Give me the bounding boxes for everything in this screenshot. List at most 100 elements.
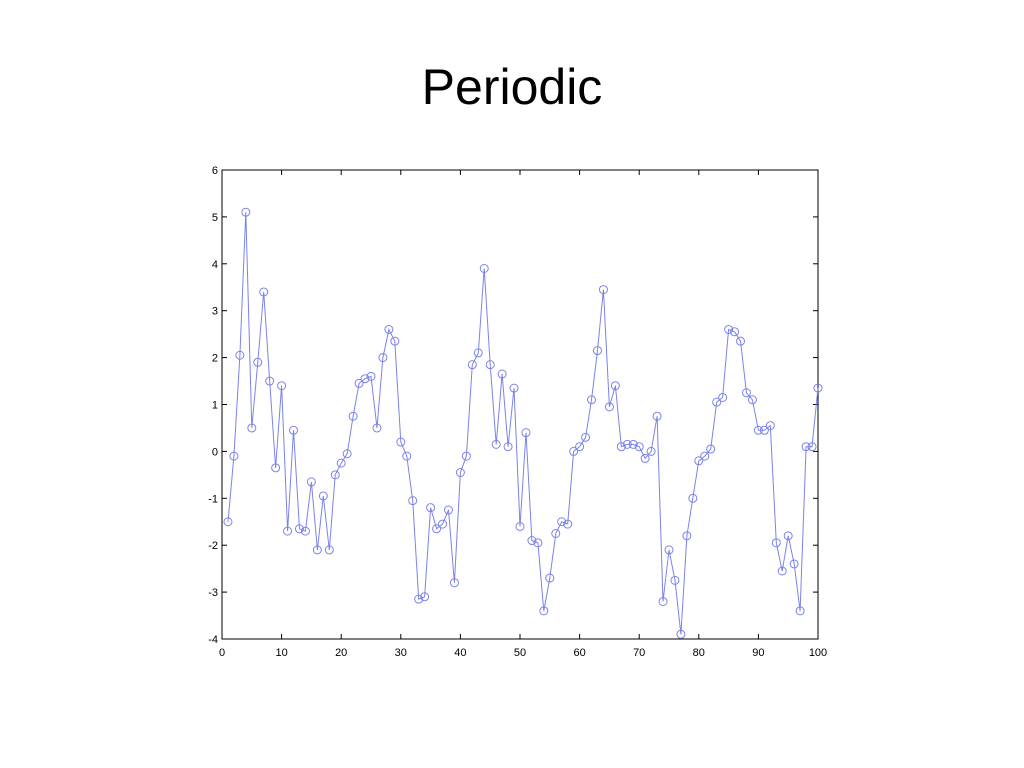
x-tick-label: 100 — [809, 647, 827, 659]
data-point — [712, 397, 722, 407]
data-point — [575, 442, 585, 452]
x-tick-label: 50 — [514, 647, 526, 659]
data-point — [730, 327, 740, 337]
data-point — [390, 336, 400, 346]
data-point — [676, 629, 686, 639]
data-point — [229, 451, 239, 461]
data-point — [247, 423, 257, 433]
series-group — [223, 207, 823, 639]
data-point — [473, 348, 483, 358]
x-tick-label: 80 — [693, 647, 705, 659]
data-point — [414, 594, 424, 604]
data-point — [616, 442, 626, 452]
data-point — [527, 536, 537, 546]
data-point — [592, 346, 602, 356]
plot-area — [221, 169, 819, 640]
data-point — [283, 526, 293, 536]
data-point — [581, 432, 591, 442]
y-tick-label: -2 — [208, 540, 218, 552]
data-point — [670, 575, 680, 585]
data-point — [753, 425, 763, 435]
data-point — [652, 411, 662, 421]
y-tick-label: 3 — [212, 306, 218, 318]
data-point — [443, 505, 453, 515]
data-point — [271, 463, 281, 473]
data-point — [563, 519, 573, 529]
y-tick-label: 6 — [212, 165, 218, 177]
data-point — [396, 437, 406, 447]
data-point — [265, 376, 275, 386]
data-point — [795, 606, 805, 616]
y-tick-label: -1 — [208, 493, 218, 505]
data-point — [306, 477, 316, 487]
data-point — [551, 528, 561, 538]
x-tick-label: 20 — [335, 647, 347, 659]
data-point — [807, 442, 817, 452]
data-point — [241, 207, 251, 217]
y-tick-label: -4 — [208, 634, 218, 646]
data-point — [598, 285, 608, 295]
data-point — [569, 446, 579, 456]
data-point — [741, 388, 751, 398]
data-point — [449, 578, 459, 588]
data-point — [509, 383, 519, 393]
data-point — [360, 374, 370, 384]
data-point — [408, 496, 418, 506]
data-point — [646, 446, 656, 456]
data-point — [765, 421, 775, 431]
x-tick-label: 60 — [573, 647, 585, 659]
data-point — [700, 451, 710, 461]
data-point — [545, 573, 555, 583]
data-point — [318, 491, 328, 501]
data-point — [372, 423, 382, 433]
data-point — [253, 357, 263, 367]
x-tick-label: 90 — [752, 647, 764, 659]
data-point — [336, 458, 346, 468]
data-point — [718, 392, 728, 402]
data-point — [479, 263, 489, 273]
data-point — [604, 402, 614, 412]
data-point — [294, 524, 304, 534]
data-point — [491, 439, 501, 449]
slide-title: Periodic — [421, 59, 603, 115]
data-point — [503, 442, 513, 452]
data-point — [521, 428, 531, 438]
axes: 0 10 20 30 40 50 60 70 80 90 100 -4 -3 -2 -1 0 1 2 3 4 5 6 — [208, 165, 827, 659]
data-point — [789, 559, 799, 569]
data-point — [402, 451, 412, 461]
data-point — [235, 350, 245, 360]
data-point — [539, 606, 549, 616]
data-point — [736, 336, 746, 346]
data-point — [289, 425, 299, 435]
y-tick-label: 1 — [212, 400, 218, 412]
data-point — [384, 324, 394, 334]
data-point — [682, 531, 692, 541]
data-point — [259, 287, 269, 297]
data-point — [622, 439, 632, 449]
data-point — [587, 395, 597, 405]
data-point — [438, 519, 448, 529]
y-tick-label: 0 — [212, 446, 218, 458]
x-tick-label: 10 — [275, 647, 287, 659]
data-point — [432, 524, 442, 534]
data-point — [354, 378, 364, 388]
data-point — [813, 383, 823, 393]
data-point — [300, 526, 310, 536]
data-point — [420, 592, 430, 602]
data-point — [533, 538, 543, 548]
data-point — [426, 503, 436, 513]
data-point — [324, 545, 334, 555]
data-point — [223, 517, 233, 527]
data-point — [801, 442, 811, 452]
x-tick-label: 0 — [219, 647, 225, 659]
x-tick-label: 40 — [454, 647, 466, 659]
data-point — [628, 439, 638, 449]
data-point — [706, 444, 716, 454]
data-point — [467, 360, 477, 370]
y-tick-label: 4 — [212, 259, 218, 271]
data-point — [557, 517, 567, 527]
y-tick-label: 2 — [212, 353, 218, 365]
data-point — [694, 456, 704, 466]
data-point — [664, 545, 674, 555]
